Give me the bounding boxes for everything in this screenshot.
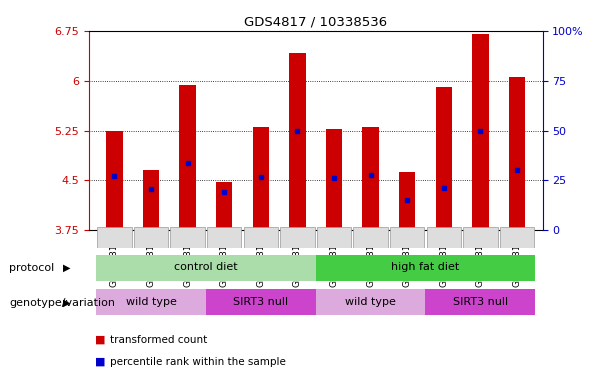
Text: genotype/variation: genotype/variation bbox=[9, 298, 115, 308]
Bar bbox=[180, 85, 196, 230]
Text: SIRT3 null: SIRT3 null bbox=[234, 297, 288, 307]
Bar bbox=[463, 227, 498, 248]
Bar bbox=[316, 290, 425, 315]
Title: GDS4817 / 10338536: GDS4817 / 10338536 bbox=[244, 15, 387, 28]
Bar bbox=[206, 290, 316, 315]
Bar bbox=[96, 255, 316, 281]
Bar bbox=[472, 34, 489, 230]
Bar bbox=[97, 227, 132, 248]
Bar bbox=[427, 227, 461, 248]
Bar bbox=[509, 77, 525, 230]
Text: wild type: wild type bbox=[345, 297, 396, 307]
Bar bbox=[106, 131, 123, 230]
Text: SIRT3 null: SIRT3 null bbox=[453, 297, 508, 307]
Bar bbox=[289, 53, 306, 230]
Bar bbox=[317, 227, 351, 248]
Text: high fat diet: high fat diet bbox=[391, 262, 460, 272]
Bar bbox=[216, 182, 232, 230]
Text: ▶: ▶ bbox=[63, 298, 70, 308]
Bar bbox=[243, 227, 278, 248]
Text: protocol: protocol bbox=[9, 263, 55, 273]
Bar bbox=[435, 87, 452, 230]
Bar bbox=[362, 127, 379, 230]
Bar bbox=[207, 227, 242, 248]
Text: transformed count: transformed count bbox=[110, 335, 208, 345]
Text: ■: ■ bbox=[95, 357, 105, 367]
Text: control diet: control diet bbox=[174, 262, 238, 272]
Text: ■: ■ bbox=[95, 335, 105, 345]
Bar bbox=[326, 129, 342, 230]
Bar bbox=[425, 290, 535, 315]
Bar bbox=[170, 227, 205, 248]
Bar bbox=[353, 227, 388, 248]
Bar bbox=[280, 227, 314, 248]
Bar bbox=[253, 127, 269, 230]
Bar bbox=[500, 227, 534, 248]
Bar bbox=[390, 227, 424, 248]
Text: ▶: ▶ bbox=[63, 263, 70, 273]
Bar bbox=[143, 170, 159, 230]
Text: percentile rank within the sample: percentile rank within the sample bbox=[110, 357, 286, 367]
Bar bbox=[96, 290, 206, 315]
Text: wild type: wild type bbox=[126, 297, 177, 307]
Bar bbox=[134, 227, 168, 248]
Bar bbox=[399, 172, 416, 230]
Bar bbox=[316, 255, 535, 281]
